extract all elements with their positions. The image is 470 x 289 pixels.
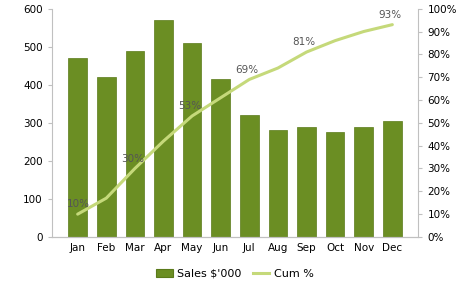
Text: 81%: 81% <box>293 37 316 47</box>
Text: 10%: 10% <box>67 199 90 209</box>
Text: 53%: 53% <box>178 101 201 111</box>
Legend: Sales $'000, Cum %: Sales $'000, Cum % <box>152 264 318 284</box>
Bar <box>326 132 345 237</box>
Bar <box>240 115 259 237</box>
Bar <box>125 51 144 237</box>
Bar <box>68 58 87 237</box>
Bar <box>354 127 373 237</box>
Bar <box>97 77 116 237</box>
Bar <box>269 130 287 237</box>
Text: 69%: 69% <box>235 64 258 75</box>
Text: 93%: 93% <box>378 10 401 20</box>
Bar <box>183 43 201 237</box>
Bar <box>297 127 316 237</box>
Text: 30%: 30% <box>121 153 144 164</box>
Bar <box>212 79 230 237</box>
Bar <box>154 20 173 237</box>
Bar <box>383 121 402 237</box>
